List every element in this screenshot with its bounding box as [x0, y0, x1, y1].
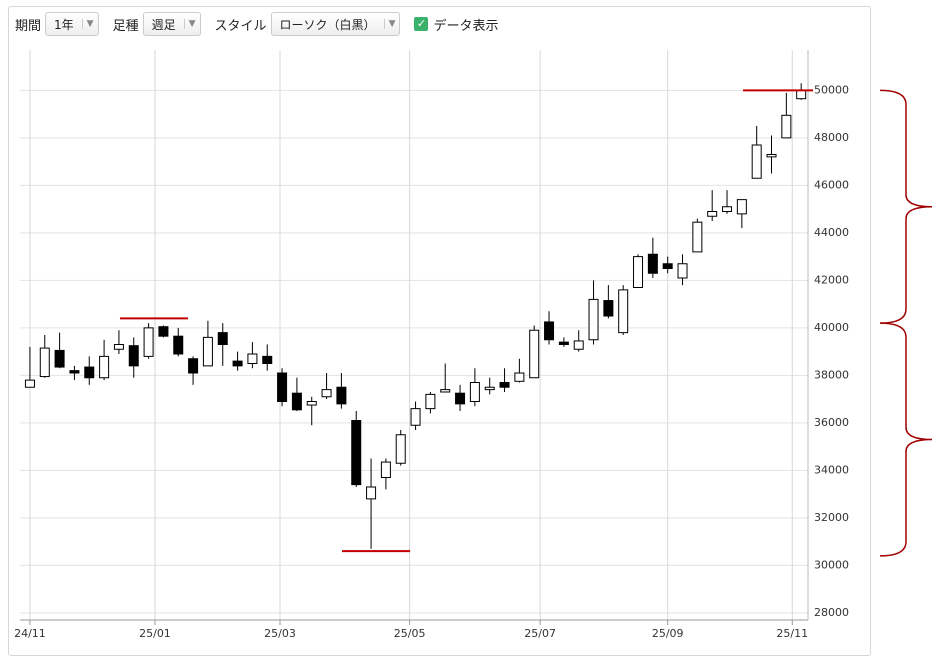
bar-dropdown[interactable]: 週足 ▼	[142, 12, 201, 36]
x-tick-label: 25/01	[139, 627, 171, 640]
x-tick-label: 25/03	[264, 627, 296, 640]
candle-body	[469, 382, 480, 402]
y-tick-label: 40000	[814, 321, 849, 334]
bar-label: 足種	[112, 18, 139, 34]
candle-body	[618, 289, 629, 334]
x-tick-label: 25/05	[394, 627, 426, 640]
candle-body	[736, 199, 747, 215]
y-tick-label: 28000	[814, 606, 849, 619]
x-tick-label: 25/11	[776, 627, 808, 640]
period-label: 期間	[15, 18, 42, 34]
y-tick-label: 34000	[814, 463, 849, 476]
candle-body	[366, 486, 377, 500]
candle-body	[647, 253, 658, 274]
chart-panel: 期間 1年 ▼ 足種 週足 ▼ スタイル ローソク（白黒） ▼ ✓ データ表示	[8, 6, 871, 656]
candle-body	[247, 353, 258, 364]
candle-body	[217, 332, 228, 345]
candle-body	[113, 344, 124, 350]
y-tick-label: 30000	[814, 558, 849, 571]
show-data-checkbox[interactable]: ✓	[414, 17, 429, 31]
candle-body	[544, 321, 555, 341]
toolbar: 期間 1年 ▼ 足種 週足 ▼ スタイル ローソク（白黒） ▼ ✓ データ表示	[15, 11, 499, 37]
candle-body	[395, 434, 406, 464]
candle-body	[455, 392, 466, 405]
candle-body	[306, 401, 317, 406]
candle-body	[529, 329, 540, 379]
candle-body	[781, 114, 792, 139]
candle-body	[158, 326, 169, 337]
y-tick-label: 32000	[814, 511, 849, 524]
x-tick-label: 25/09	[652, 627, 684, 640]
candle-body	[99, 355, 110, 379]
y-tick-label: 46000	[814, 178, 849, 191]
y-tick-label: 48000	[814, 131, 849, 144]
candle-body	[410, 408, 421, 426]
style-value: ローソク（白黒）	[279, 17, 376, 32]
candle-body	[232, 360, 243, 367]
candle-body	[39, 347, 50, 378]
candle-body	[751, 144, 762, 179]
candle-body	[84, 366, 95, 379]
candle-body	[380, 461, 391, 478]
candle-body	[662, 263, 673, 269]
candle-body	[633, 256, 644, 288]
candle-body	[336, 386, 347, 405]
candle-body	[707, 211, 718, 217]
candle-body	[291, 392, 302, 411]
brace	[879, 89, 933, 324]
candle-body	[262, 355, 273, 364]
candle-body	[128, 345, 139, 367]
candle-body	[796, 89, 807, 100]
dropdown-arrow: ▼	[183, 19, 196, 29]
y-tick-label: 38000	[814, 368, 849, 381]
candle-body	[692, 221, 703, 253]
y-tick-label: 44000	[814, 226, 849, 239]
candle-body	[484, 386, 495, 391]
candle-body	[514, 372, 525, 382]
candle-body	[499, 382, 510, 388]
candle-body	[202, 336, 213, 367]
y-tick-label: 42000	[814, 273, 849, 286]
candle-body	[54, 349, 65, 368]
y-tick-label: 36000	[814, 416, 849, 429]
bar-value: 週足	[151, 17, 176, 32]
candle-body	[766, 154, 777, 158]
candle-body	[277, 372, 288, 402]
candle-body	[677, 263, 688, 279]
dropdown-arrow: ▼	[383, 19, 395, 29]
candle-body	[173, 335, 184, 355]
style-dropdown[interactable]: ローソク（白黒） ▼	[270, 12, 401, 36]
candle-body	[69, 370, 80, 374]
style-label: スタイル	[214, 18, 267, 34]
period-value: 1年	[54, 17, 74, 32]
brace	[879, 322, 933, 557]
candle-body	[588, 298, 599, 341]
candle-body	[351, 420, 362, 486]
candle-body	[722, 206, 733, 212]
candle-body	[603, 300, 614, 317]
period-dropdown[interactable]: 1年 ▼	[45, 12, 99, 36]
candle-body	[440, 389, 451, 393]
candle-body	[143, 327, 154, 357]
y-tick-label: 50000	[814, 83, 849, 96]
dropdown-arrow: ▼	[81, 19, 94, 29]
candle-body	[573, 340, 584, 350]
x-tick-label: 25/07	[524, 627, 556, 640]
candle-body	[321, 389, 332, 398]
candle-body	[188, 358, 199, 374]
candle-body	[558, 341, 569, 345]
show-data-label[interactable]: データ表示	[433, 18, 499, 34]
x-tick-label: 24/11	[14, 627, 46, 640]
candle-body	[24, 379, 35, 388]
candle-body	[425, 393, 436, 410]
